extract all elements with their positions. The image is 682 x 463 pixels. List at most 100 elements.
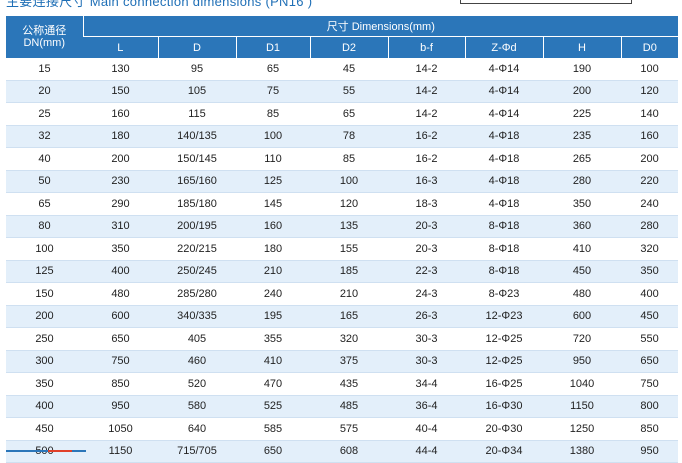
dn-cell: 25 [6,102,83,126]
table-row: 350 850 520 470 435 34-4 16-Φ25 1040 750 [6,372,679,396]
dn-cell: 150 [6,282,83,306]
table-cell: 450 [621,305,679,328]
dn-cell: 80 [6,215,83,238]
table-cell: 30-3 [388,327,465,351]
table-cell: 20-Φ34 [465,440,543,463]
table-cell: 135 [310,215,388,238]
table-cell: 55 [310,80,388,103]
table-cell: 8-Φ18 [465,237,543,261]
table-cell: 20-3 [388,237,465,261]
table-cell: 280 [543,170,621,193]
column-header: H [542,36,621,58]
dn-cell: 450 [6,417,83,441]
table-cell: 280 [621,215,679,238]
table-cell: 230 [83,170,158,193]
table-cell: 200 [83,147,158,171]
table-cell: 100 [310,170,388,193]
table-cell: 4-Φ14 [465,80,543,103]
table-cell: 125 [236,170,310,193]
table-cell: 4-Φ14 [465,102,543,126]
table-cell: 4-Φ18 [465,170,543,193]
table-cell: 16-3 [388,170,465,193]
table-cell: 435 [310,372,388,396]
column-header: L [83,36,158,58]
table-row: 32 180 140/135 100 78 16-2 4-Φ18 235 160 [6,125,679,148]
table-cell: 34-4 [388,372,465,396]
table-cell: 400 [83,260,158,283]
table-cell: 150 [83,80,158,103]
dn-cell: 100 [6,237,83,261]
table-row: 80 310 200/195 160 135 20-3 8-Φ18 360 280 [6,215,679,238]
table-cell: 355 [236,327,310,351]
dn-cell: 15 [6,58,83,81]
table-cell: 715/705 [158,440,236,463]
table-cell: 8-Φ18 [465,260,543,283]
table-cell: 265 [543,147,621,171]
table-row: 100 350 220/215 180 155 20-3 8-Φ18 410 320 [6,237,679,261]
table-row: 250 650 405 355 320 30-3 12-Φ25 720 550 [6,327,679,351]
table-cell: 285/280 [158,282,236,306]
column-header: D [157,36,236,58]
table-cell: 150/145 [158,147,236,171]
table-cell: 520 [158,372,236,396]
page-title: 主要连接尺寸 Main connection dimensions (PN16 … [6,0,313,9]
table-cell: 4-Φ18 [465,147,543,171]
table-cell: 110 [236,147,310,171]
table-cell: 650 [621,350,679,373]
table-cell: 650 [83,327,158,351]
table-cell: 750 [621,372,679,396]
table-cell: 410 [543,237,621,261]
table-cell: 950 [83,395,158,418]
column-header: b-f [387,36,465,58]
table-cell: 720 [543,327,621,351]
table-cell: 14-2 [388,58,465,81]
table-row: 50 230 165/160 125 100 16-3 4-Φ18 280 220 [6,170,679,193]
column-header: D0 [620,36,679,58]
table-row: 200 600 340/335 195 165 26-3 12-Φ23 600 450 [6,305,679,328]
table-cell: 155 [310,237,388,261]
table-cell: 140/135 [158,125,236,148]
table-row: 25 160 115 85 65 14-2 4-Φ14 225 140 [6,102,679,126]
decorative-frame [460,0,632,4]
table-cell: 165 [310,305,388,328]
bottom-accent-line [6,450,86,452]
dn-label-cn: 公称通径 [22,25,67,37]
table-cell: 24-3 [388,282,465,306]
table-cell: 12-Φ25 [465,350,543,373]
table-cell: 18-3 [388,192,465,216]
table-cell: 40-4 [388,417,465,441]
table-cell: 8-Φ18 [465,215,543,238]
table-cell: 75 [236,80,310,103]
table-cell: 95 [158,58,236,81]
table-cell: 195 [236,305,310,328]
table-cell: 220/215 [158,237,236,261]
table-cell: 250/245 [158,260,236,283]
dn-cell: 50 [6,170,83,193]
table-cell: 290 [83,192,158,216]
table-cell: 16-2 [388,125,465,148]
table-cell: 165/160 [158,170,236,193]
table-cell: 16-2 [388,147,465,171]
table-cell: 320 [621,237,679,261]
table-cell: 350 [83,237,158,261]
table-cell: 200 [621,147,679,171]
table-cell: 65 [310,102,388,126]
table-cell: 100 [236,125,310,148]
table-cell: 130 [83,58,158,81]
table-cell: 1250 [543,417,621,441]
table-cell: 850 [621,417,679,441]
dn-cell: 20 [6,80,83,103]
table-cell: 14-2 [388,102,465,126]
table-cell: 485 [310,395,388,418]
table-cell: 14-2 [388,80,465,103]
table-cell: 600 [543,305,621,328]
table-row: 400 950 580 525 485 36-4 16-Φ30 1150 800 [6,395,679,418]
table-cell: 320 [310,327,388,351]
table-cell: 550 [621,327,679,351]
table-cell: 310 [83,215,158,238]
table-cell: 200/195 [158,215,236,238]
table-cell: 405 [158,327,236,351]
table-cell: 36-4 [388,395,465,418]
table-cell: 115 [158,102,236,126]
